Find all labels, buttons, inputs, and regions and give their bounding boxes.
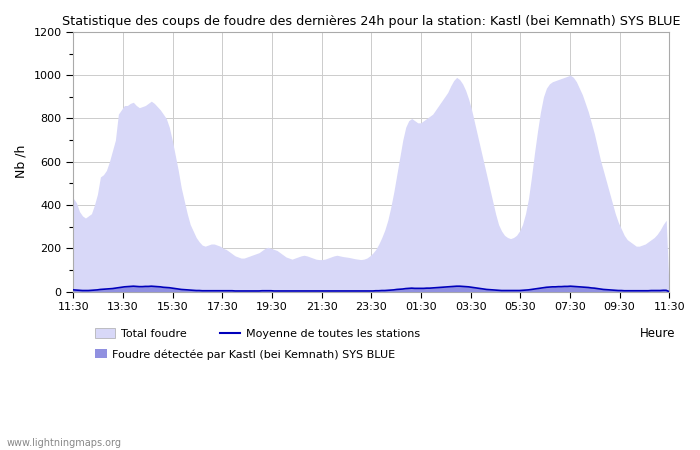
Y-axis label: Nb /h: Nb /h: [15, 145, 28, 179]
Title: Statistique des coups de foudre des dernières 24h pour la station: Kastl (bei Ke: Statistique des coups de foudre des dern…: [62, 15, 680, 28]
Text: www.lightningmaps.org: www.lightningmaps.org: [7, 438, 122, 448]
Legend: Foudre détectée par Kastl (bei Kemnath) SYS BLUE: Foudre détectée par Kastl (bei Kemnath) …: [91, 345, 400, 364]
Text: Heure: Heure: [640, 327, 675, 340]
